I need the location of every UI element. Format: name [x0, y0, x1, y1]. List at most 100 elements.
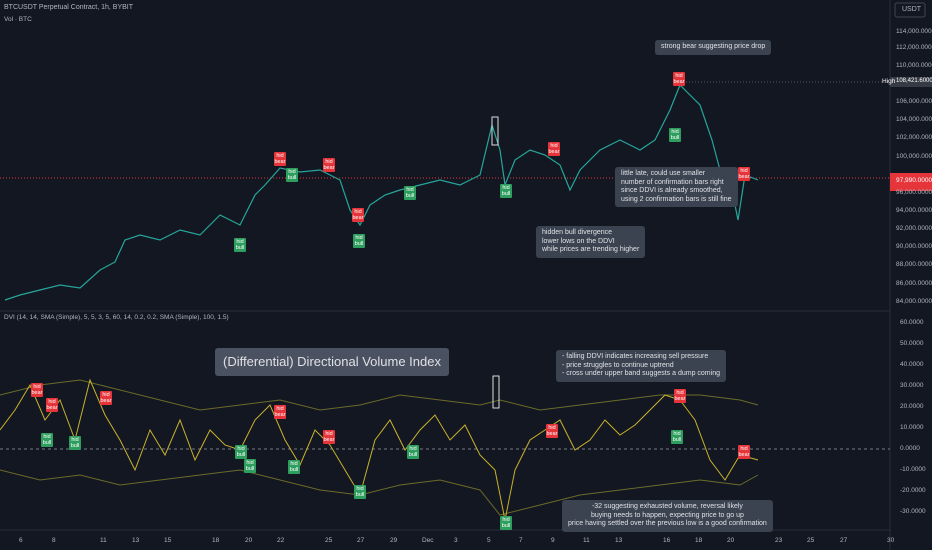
indicator-tick-label: 40.0000 [900, 361, 924, 368]
annotation: little late, could use smaller number of … [615, 167, 738, 207]
highlight-box [492, 375, 500, 409]
price-tick-label: 110,000.0000 [896, 62, 932, 69]
time-tick-label: 30 [887, 537, 895, 544]
annotation: -32 suggesting exhausted volume, reversa… [562, 500, 773, 532]
annotation: strong bear suggesting price drop [655, 40, 772, 55]
signal-label: hid bear [673, 72, 685, 86]
annotation: (Differential) Directional Volume Index [215, 348, 449, 376]
price-line [4, 83, 759, 301]
indicator-tick-label: 10.0000 [900, 424, 924, 431]
annotation-line: strong bear suggesting price drop [661, 43, 766, 50]
annotation-line: hidden bull divergence [542, 229, 613, 236]
time-tick-label: 11 [100, 537, 107, 544]
annotation-line: using 2 confirmation bars is still fine [621, 195, 732, 203]
highlight-box [491, 116, 499, 146]
signal-label: hid bear [738, 445, 750, 459]
high-tag-bg [890, 77, 932, 87]
signal-label: hid bear [274, 405, 286, 419]
signal-label: hid bear [274, 152, 286, 166]
signal-label: hid bear [674, 389, 686, 403]
time-tick-label: 27 [357, 537, 365, 544]
signal-label: hid bull [288, 460, 300, 474]
upper-band [0, 379, 759, 411]
price-tick-label: 106,000.0000 [896, 98, 932, 105]
time-tick-label: 3 [454, 537, 458, 544]
annotation-line: buying needs to happen, expecting price … [590, 511, 744, 519]
signal-label: hid bull [404, 186, 416, 200]
indicator-tick-label: 0.0000 [900, 445, 920, 452]
signal-label: hid bull [669, 128, 681, 142]
annotation-line: while prices are trending higher [542, 246, 640, 253]
indicator-tick-label: 50.0000 [900, 340, 924, 347]
high-tag-value: 108,421.6000 [896, 78, 932, 84]
signal-label: hid bear [100, 391, 112, 405]
annotation-line: since DDVI is already smoothed, [621, 187, 723, 194]
signal-label: hid bull [407, 445, 419, 459]
price-tick-label: 102,000.0000 [896, 134, 932, 141]
indicator-tick-label: 20.0000 [900, 403, 924, 410]
last-price-tag: 97,990.0000 [896, 177, 932, 184]
time-tick-label: 18 [212, 537, 220, 544]
price-tick-label: 88,000.0000 [896, 261, 932, 268]
signal-label: hid bear [31, 383, 43, 397]
annotation-line: - price struggles to continue uptrend [562, 361, 674, 369]
time-tick-label: 27 [840, 537, 848, 544]
time-tick-label: 7 [519, 537, 523, 544]
time-tick-label: 5 [487, 537, 491, 544]
price-tick-label: 92,000.0000 [896, 225, 932, 232]
signal-label: hid bull [234, 238, 246, 252]
annotation-line: number of confirmation bars right [621, 178, 724, 186]
signal-label: hid bear [548, 142, 560, 156]
time-tick-label: 18 [695, 537, 703, 544]
price-tick-label: 84,000.0000 [896, 298, 932, 305]
time-tick-label: 13 [132, 537, 140, 544]
signal-label: hid bull [500, 184, 512, 198]
time-tick-label: 22 [277, 537, 285, 544]
annotation-line: little late, could use smaller [621, 170, 706, 177]
volume-label: Vol · BTC [4, 16, 32, 23]
time-tick-label: 6 [19, 537, 23, 544]
signal-label: hid bull [244, 459, 256, 473]
indicator-tick-label: -20.0000 [900, 487, 926, 494]
price-tick-label: 90,000.0000 [896, 243, 932, 250]
signal-label: hid bull [69, 436, 81, 450]
time-tick-label: 20 [727, 537, 735, 544]
signal-label: hid bull [41, 433, 53, 447]
time-tick-label: 11 [583, 537, 590, 544]
annotation-line: - cross under upper band suggests a dump… [562, 370, 720, 377]
time-tick-label: 8 [52, 537, 56, 544]
currency-button-label[interactable]: USDT [902, 6, 922, 13]
price-tick-label: 94,000.0000 [896, 207, 932, 214]
time-tick-label: 15 [164, 537, 172, 544]
annotation-line: -32 suggesting exhausted volume, reversa… [591, 503, 743, 510]
time-tick-label: 25 [807, 537, 815, 544]
annotation-line: - falling DDVI indicates increasing sell… [562, 353, 709, 360]
signal-label: hid bear [323, 430, 335, 444]
high-tag-label: High [882, 78, 896, 85]
signal-label: hid bear [546, 424, 558, 438]
time-tick-label: 16 [663, 537, 671, 544]
currency-button[interactable] [894, 2, 926, 18]
price-tick-label: 86,000.0000 [896, 280, 932, 287]
signal-label: hid bull [671, 430, 683, 444]
signal-label: hid bull [354, 485, 366, 499]
signal-label: hid bear [46, 398, 58, 412]
indicator-tick-label: 30.0000 [900, 382, 924, 389]
price-tick-label: 104,000.0000 [896, 116, 932, 123]
dvi-line [0, 378, 759, 521]
signal-label: hid bull [286, 168, 298, 182]
time-tick-label: 29 [390, 537, 398, 544]
annotation-line: (Differential) Directional Volume Index [223, 354, 441, 369]
symbol-title: BTCUSDT Perpetual Contract, 1h, BYBIT [4, 4, 134, 11]
signal-label: hid bull [235, 445, 247, 459]
price-tick-label: 100,000.0000 [896, 153, 932, 160]
time-tick-label: 13 [615, 537, 623, 544]
indicator-tick-label: -30.0000 [900, 508, 926, 515]
signal-label: hid bull [500, 516, 512, 530]
annotation: - falling DDVI indicates increasing sell… [556, 350, 726, 382]
signal-label: hid bear [352, 208, 364, 222]
time-tick-label: Dec [422, 537, 434, 544]
signal-label: hid bear [323, 158, 335, 172]
